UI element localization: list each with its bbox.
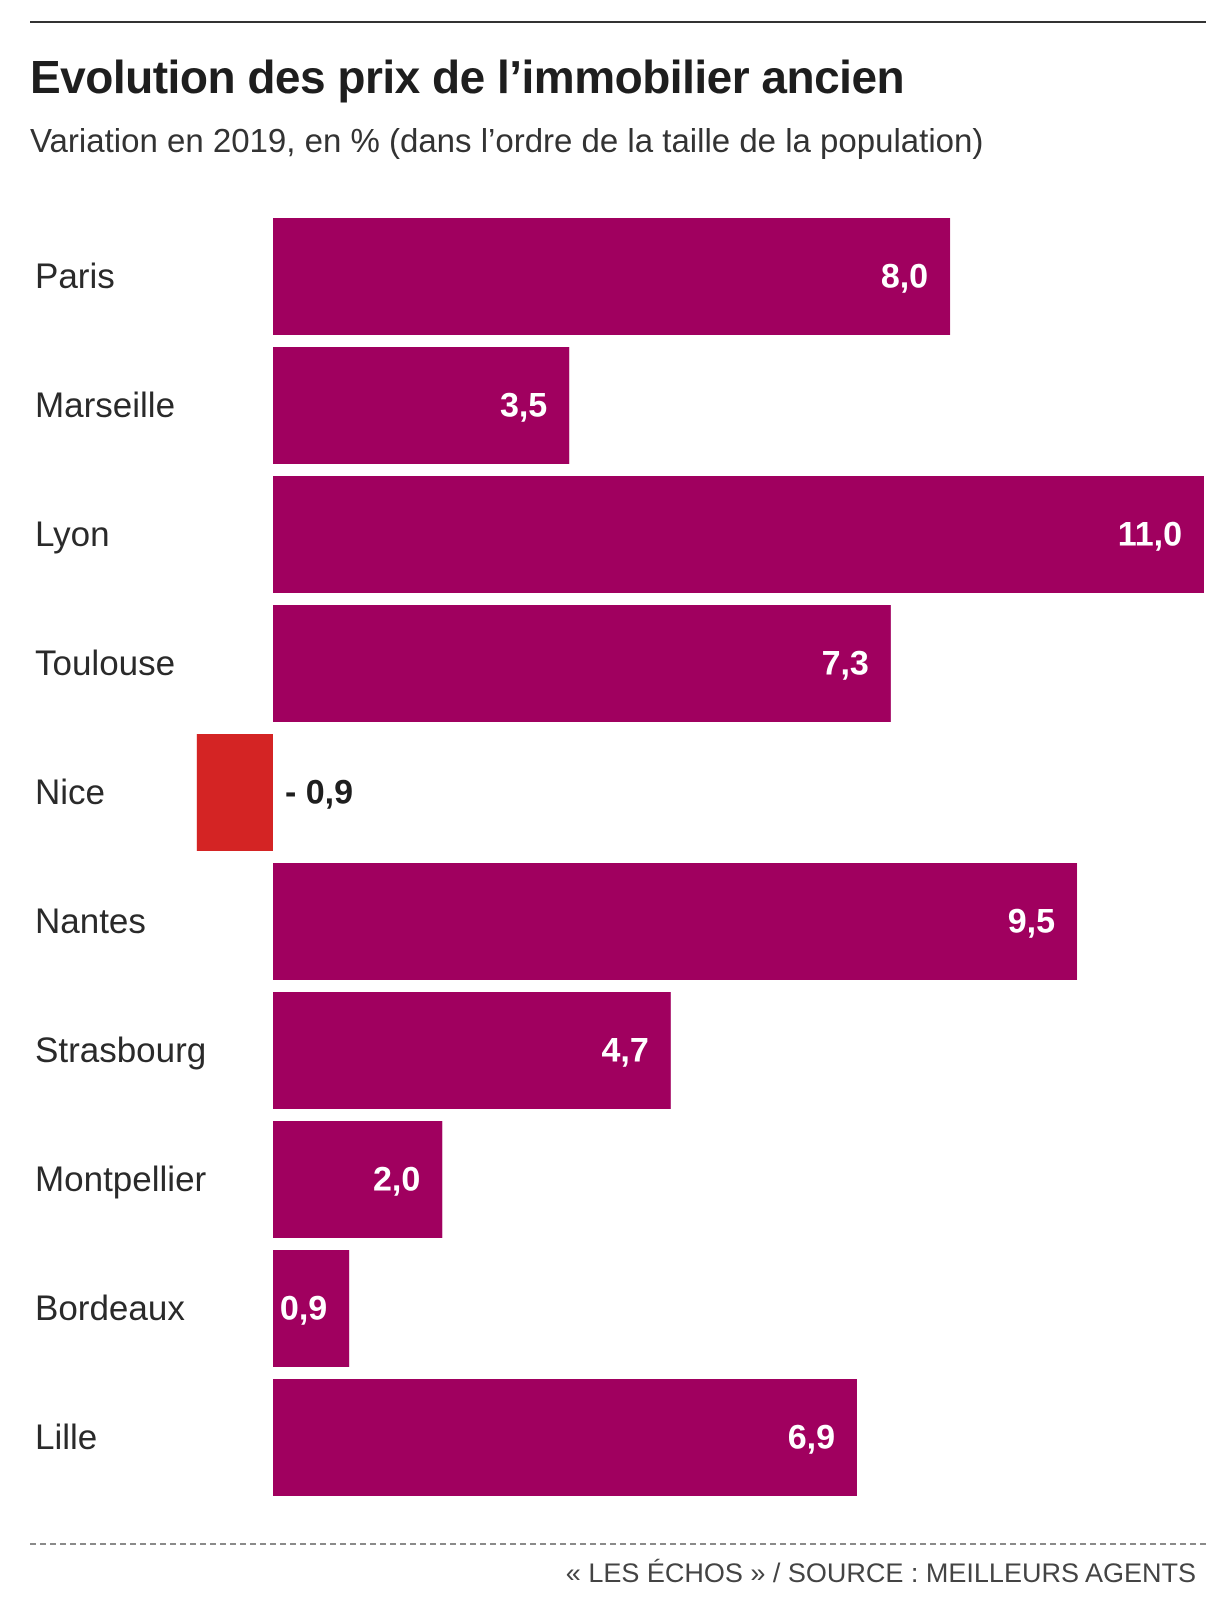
top-rule xyxy=(30,21,1206,23)
value-label-bordeaux: 0,9 xyxy=(280,1290,327,1328)
value-label-nice: - 0,9 xyxy=(285,774,353,812)
category-label-nice: Nice xyxy=(35,773,105,812)
bar-nantes xyxy=(273,863,1078,980)
value-label-toulouse: 7,3 xyxy=(822,645,869,683)
value-label-montpellier: 2,0 xyxy=(373,1161,420,1199)
bar-lille xyxy=(273,1379,857,1496)
chart-title: Evolution des prix de l’immobilier ancie… xyxy=(30,51,905,103)
bar-montpellier xyxy=(273,1121,443,1238)
value-label-strasbourg: 4,7 xyxy=(602,1032,649,1070)
bar-chart: Paris 8,0 Marseille 3,5 Lyon 11,0 Toulouse 7,3 N… xyxy=(35,218,1204,1496)
category-label-paris: Paris xyxy=(35,257,115,296)
value-label-paris: 8,0 xyxy=(881,258,928,296)
value-label-lyon: 11,0 xyxy=(1118,516,1182,554)
category-label-montpellier: Montpellier xyxy=(35,1160,207,1199)
bar-bordeaux xyxy=(273,1250,350,1367)
value-label-nantes: 9,5 xyxy=(1008,903,1055,941)
category-label-strasbourg: Strasbourg xyxy=(35,1031,206,1070)
source-credit: « LES ÉCHOS » / SOURCE : MEILLEURS AGENT… xyxy=(565,1558,1196,1588)
value-label-lille: 6,9 xyxy=(788,1419,835,1457)
category-label-marseille: Marseille xyxy=(35,386,175,425)
bottom-rule xyxy=(30,1543,1206,1545)
bar-marseille xyxy=(273,347,570,464)
category-label-lyon: Lyon xyxy=(35,515,110,554)
value-label-marseille: 3,5 xyxy=(500,387,547,425)
category-label-toulouse: Toulouse xyxy=(35,644,175,683)
bar-nice xyxy=(196,734,273,851)
bar-lyon xyxy=(273,476,1204,593)
bar-paris xyxy=(273,218,951,335)
category-label-lille: Lille xyxy=(35,1418,97,1457)
bar-toulouse xyxy=(273,605,891,722)
chart-subtitle: Variation en 2019, en % (dans l’ordre de… xyxy=(30,122,984,159)
category-label-bordeaux: Bordeaux xyxy=(35,1289,185,1328)
category-label-nantes: Nantes xyxy=(35,902,146,941)
bar-strasbourg xyxy=(273,992,671,1109)
